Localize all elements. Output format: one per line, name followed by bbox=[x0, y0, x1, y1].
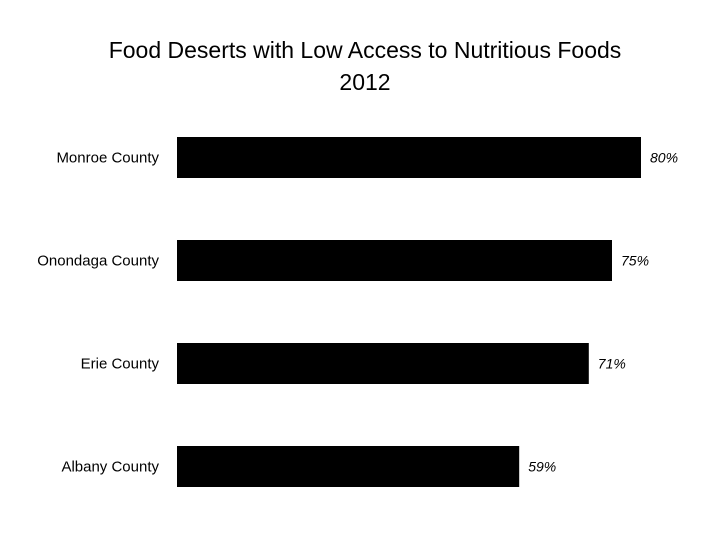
category-label-monroe-county: Monroe County bbox=[56, 150, 159, 167]
category-label-onondaga-county: Onondaga County bbox=[37, 253, 159, 270]
category-label-erie-county: Erie County bbox=[81, 356, 160, 373]
bar-erie-county bbox=[177, 343, 589, 384]
value-label-albany-county: 59% bbox=[528, 459, 556, 475]
category-label-albany-county: Albany County bbox=[61, 459, 159, 476]
bar-albany-county bbox=[177, 446, 520, 487]
value-label-erie-county: 71% bbox=[598, 356, 626, 372]
bar-monroe-county bbox=[177, 137, 641, 178]
value-label-onondaga-county: 75% bbox=[621, 253, 649, 269]
chart-title-block: Food Deserts with Low Access to Nutritio… bbox=[0, 34, 720, 98]
chart-title: Food Deserts with Low Access to Nutritio… bbox=[108, 37, 622, 63]
chart-subtitle: 2012 bbox=[339, 69, 391, 95]
value-label-monroe-county: 80% bbox=[650, 150, 678, 166]
bar-onondaga-county bbox=[177, 240, 612, 281]
